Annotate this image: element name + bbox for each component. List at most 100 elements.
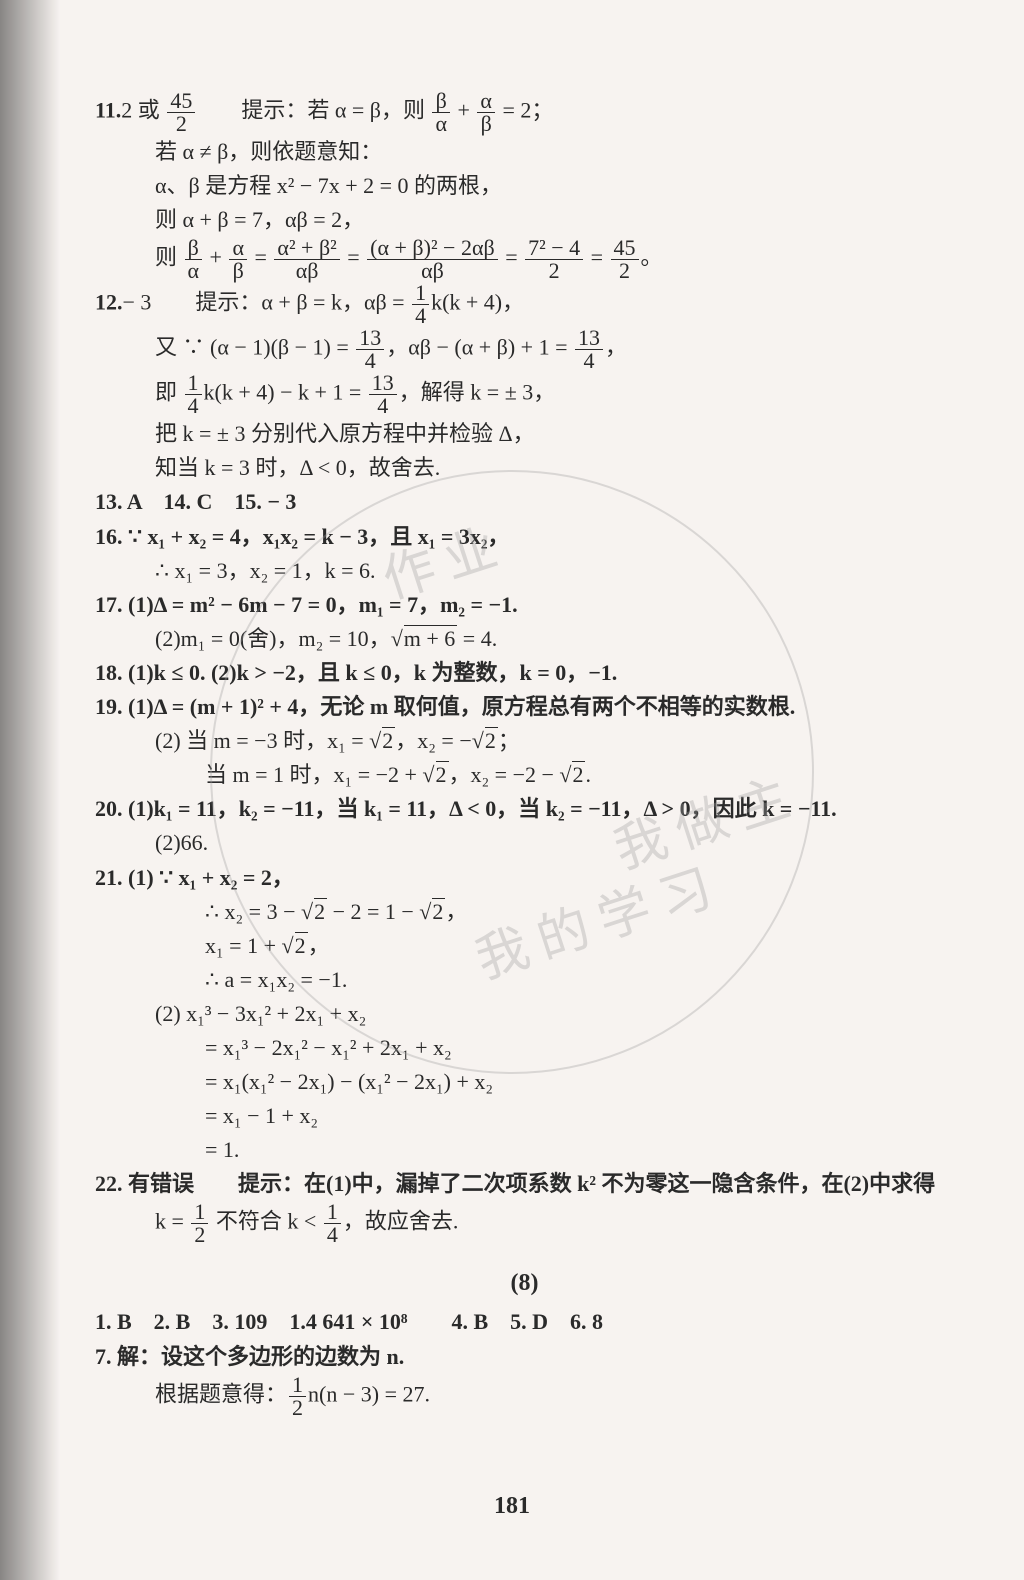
q22-line1: 22. 有错误 提示：在(1)中，漏掉了二次项系数 k² 不为零这一隐含条件，在… <box>95 1167 954 1201</box>
frac-45-2: 452 <box>167 90 195 135</box>
q11-ans: 2 或 <box>121 98 165 123</box>
q22-line2: k = 12 不符合 k < 14，故应舍去. <box>95 1201 954 1246</box>
q17-l2b: = 4. <box>457 626 497 651</box>
s8l2: 7. 解：设这个多边形的边数为 n. <box>95 1344 404 1369</box>
q11-line5: 则 βα + αβ = α² + β²αβ = (α + β)² − 2αβαβ… <box>95 237 954 282</box>
q12-number: 12. <box>95 290 123 315</box>
q12-comma: ， <box>605 335 627 360</box>
frac-beta-alpha: βα <box>432 90 450 135</box>
frac-45-2b: 452 <box>611 237 639 282</box>
q12-line1: 12.− 3 提示：α + β = k，αβ = 14k(k + 4)， <box>95 282 954 327</box>
radical-icon: √ <box>391 626 403 651</box>
s8-line2: 7. 解：设这个多边形的边数为 n. <box>95 1340 954 1374</box>
q12-l3b: k(k + 4) − k + 1 = <box>204 380 367 405</box>
page-number: 181 <box>0 1493 1024 1520</box>
radical-icon: √ <box>281 933 293 958</box>
frac-134-a: 134 <box>356 327 384 372</box>
q13-text: 13. A 14. C 15. − 3 <box>95 489 296 514</box>
q19-l3a: 当 m = 1 时，x₁ = −2 + <box>205 762 422 787</box>
q21-l3b: ， <box>308 933 330 958</box>
frac-a2b2: α² + β²αβ <box>274 237 339 282</box>
q12-tail1: k(k + 4)， <box>431 290 524 315</box>
q19-l2b: ，x₂ = − <box>395 728 472 753</box>
q17-l2a: (2)m₁ = 0(舍)，m₂ = 10， <box>155 626 391 651</box>
frac-14-c: 14 <box>324 1201 341 1246</box>
q11-line1: 11.2 或 452 提示：若 α = β，则 βα + αβ = 2； <box>95 90 954 135</box>
q19-l1: 19. (1)Δ = (m + 1)² + 4，无论 m 取何值，原方程总有两个… <box>95 694 795 719</box>
q19-l3c: . <box>585 762 591 787</box>
frac-14-b: 14 <box>185 372 202 417</box>
q11-line4: 则 α + β = 7，αβ = 2， <box>95 203 954 237</box>
radical-icon: √ <box>301 899 313 924</box>
frac-ba2: βα <box>185 237 203 282</box>
q22-l2a: k = <box>155 1209 189 1234</box>
q11-eq-c: = <box>500 245 523 270</box>
q17-line2: (2)m₁ = 0(舍)，m₂ = 10，√m + 6 = 4. <box>95 622 954 656</box>
q16-line1: 16. ∵ x₁ + x₂ = 4，x₁x₂ = k − 3，且 x₁ = 3x… <box>95 520 954 554</box>
radical-icon: √ <box>419 899 431 924</box>
q20-l1: 20. (1)k₁ = 11，k₂ = −11，当 k₁ = 11，Δ < 0，… <box>95 796 837 821</box>
q22-l2b: 不符合 k < <box>210 1209 321 1234</box>
q11-eq-a: = <box>249 245 272 270</box>
s8-line3: 根据题意得：12n(n − 3) = 27. <box>95 1374 954 1419</box>
q12-l2b: ，αβ − (α + β) + 1 = <box>386 335 573 360</box>
frac-134-b: 134 <box>575 327 603 372</box>
q11-eq-d: = <box>585 245 608 270</box>
q12-l3c: ，解得 k = ± 3， <box>399 380 555 405</box>
q19-l2c: ； <box>498 728 520 753</box>
q11-eq-b: = <box>342 245 365 270</box>
q21-line9: = 1. <box>95 1133 954 1167</box>
q11-line2: 若 α ≠ β，则依题意知： <box>95 135 954 169</box>
q21-line6: = x₁³ − 2x₁² − x₁² + 2x₁ + x₂ <box>95 1031 954 1065</box>
q11-tip: 提示：若 α = β，则 <box>197 98 430 123</box>
s8l1: 1. B 2. B 3. 109 1.4 641 × 10⁸ 4. B 5. D… <box>95 1309 603 1334</box>
section-8-header: (8) <box>95 1270 954 1297</box>
q12-line4: 把 k = ± 3 分别代入原方程中并检验 Δ， <box>95 417 954 451</box>
q17-line1: 17. (1)Δ = m² − 6m − 7 = 0，m₁ = 7，m₂ = −… <box>95 588 954 622</box>
q16-l1: 16. ∵ x₁ + x₂ = 4，x₁x₂ = k − 3，且 x₁ = 3x… <box>95 524 510 549</box>
q11-plus2: + <box>204 245 227 270</box>
radical-icon: √ <box>472 728 484 753</box>
q21-r3: 2 <box>295 932 308 958</box>
q21-line2: ∴ x₂ = 3 − √2 − 2 = 1 − √2， <box>95 895 954 929</box>
q21-l1: 21. (1) ∵ x₁ + x₂ = 2， <box>95 865 294 890</box>
q11-period: 。 <box>641 245 663 270</box>
q19-line3: 当 m = 1 时，x₁ = −2 + √2，x₂ = −2 − √2. <box>95 758 954 792</box>
q22-l2c: ，故应舍去. <box>343 1209 459 1234</box>
q19-r1: 2 <box>382 727 395 753</box>
page-181: 作业 我的学习 我做主 11.2 或 452 提示：若 α = β，则 βα +… <box>0 0 1024 1580</box>
q19-l3b: ，x₂ = −2 − <box>449 762 560 787</box>
q19-r3: 2 <box>436 761 449 787</box>
q11-plus1: + <box>452 98 475 123</box>
q12-ans: − 3 提示：α + β = k，αβ = <box>123 290 411 315</box>
q21-line8: = x₁ − 1 + x₂ <box>95 1099 954 1133</box>
q12-line3: 即 14k(k + 4) − k + 1 = 134，解得 k = ± 3， <box>95 372 954 417</box>
q19-line2: (2) 当 m = −3 时，x₁ = √2，x₂ = −√2； <box>95 724 954 758</box>
s8l3b: n(n − 3) = 27. <box>308 1381 430 1406</box>
q12-l2a: 又 ∵ (α − 1)(β − 1) = <box>155 335 354 360</box>
q19-l2a: (2) 当 m = −3 时，x₁ = <box>155 728 369 753</box>
q11-line3: α、β 是方程 x² − 7x + 2 = 0 的两根， <box>95 169 954 203</box>
q21-l3a: x₁ = 1 + <box>205 933 281 958</box>
q21-r2: 2 <box>432 898 445 924</box>
q17-l1: 17. (1)Δ = m² − 6m − 7 = 0，m₁ = 7，m₂ = −… <box>95 592 518 617</box>
q19-r4: 2 <box>572 761 585 787</box>
frac-numcalc: 7² − 42 <box>525 237 583 282</box>
q20-line2: (2)66. <box>95 826 954 860</box>
binding-shadow <box>0 0 60 1580</box>
q21-line3: x₁ = 1 + √2， <box>95 929 954 963</box>
q19-line1: 19. (1)Δ = (m + 1)² + 4，无论 m 取何值，原方程总有两个… <box>95 690 954 724</box>
q21-line1: 21. (1) ∵ x₁ + x₂ = 2， <box>95 861 954 895</box>
radical-icon: √ <box>369 728 381 753</box>
q19-r2: 2 <box>485 727 498 753</box>
frac-134-c: 134 <box>369 372 397 417</box>
q17-sqrt: m + 6 <box>404 625 458 651</box>
s8-line1: 1. B 2. B 3. 109 1.4 641 × 10⁸ 4. B 5. D… <box>95 1305 954 1339</box>
frac-alpha-beta: αβ <box>477 90 495 135</box>
q12-l3a: 即 <box>155 380 183 405</box>
q21-line7: = x₁(x₁² − 2x₁) − (x₁² − 2x₁) + x₂ <box>95 1065 954 1099</box>
frac-expand: (α + β)² − 2αβαβ <box>367 237 498 282</box>
radical-icon: √ <box>422 762 434 787</box>
s8l3a: 根据题意得： <box>155 1381 287 1406</box>
q18-text: 18. (1)k ≤ 0. (2)k > −2，且 k ≤ 0，k 为整数，k … <box>95 660 617 685</box>
